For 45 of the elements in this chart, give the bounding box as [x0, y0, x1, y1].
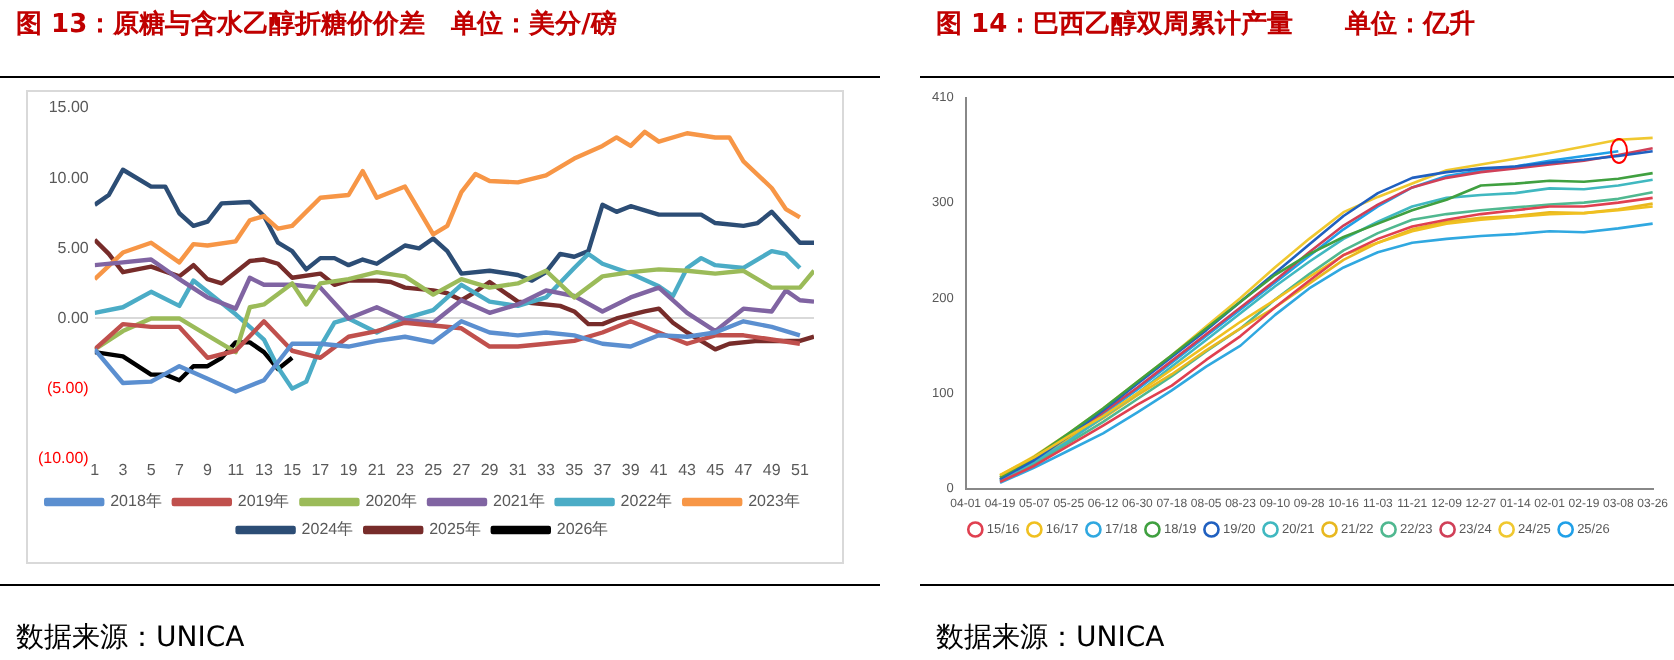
x-tick-label: 1 [90, 460, 101, 479]
chart-title: 图 13：原糖与含水乙醇折糖价价差 单位：美分/磅 [16, 7, 617, 42]
x-tick-label: 15 [283, 460, 303, 479]
y-tick-label: 15.00 [48, 98, 90, 117]
y-tick-label: (10.00) [37, 449, 90, 468]
y-tick-label: 10.00 [48, 168, 90, 187]
source-note: 数据来源：UNICA [936, 620, 1165, 656]
source-note: 数据来源：UNICA [16, 620, 245, 656]
x-tick-label: 25 [424, 460, 444, 479]
x-tick-label: 49 [762, 460, 782, 479]
x-tick-label: 51 [790, 460, 810, 479]
legend-label: 2026年 [556, 520, 609, 539]
chart-title: 图 14：巴西乙醇双周累计产量 单位：亿升 [936, 7, 1476, 42]
x-tick-label: 11 [227, 460, 246, 479]
x-tick-label: 41 [649, 460, 669, 479]
x-tick-label: 9 [203, 460, 214, 479]
x-tick-label: 45 [706, 460, 726, 479]
x-tick-label: 31 [508, 460, 528, 479]
y-tick-label: 5.00 [57, 238, 90, 257]
x-tick-label: 3 [118, 460, 129, 479]
x-tick-label: 17 [311, 460, 331, 479]
x-tick-label: 21 [367, 460, 387, 479]
x-tick-label: 43 [678, 460, 698, 479]
legend-label: 2021年 [493, 492, 545, 511]
x-tick-label: 7 [174, 460, 185, 479]
x-tick-label: 5 [146, 460, 157, 479]
x-tick-label: 23 [396, 460, 415, 479]
y-tick-label: (5.00) [46, 379, 90, 398]
x-tick-label: 33 [537, 460, 557, 479]
x-tick-label: 29 [480, 460, 500, 479]
legend-label: 2019年 [237, 492, 290, 511]
legend-label: 2022年 [620, 492, 673, 511]
x-tick-label: 19 [339, 460, 359, 479]
legend-label: 2020年 [365, 492, 417, 511]
legend-label: 2024年 [301, 520, 354, 539]
x-tick-label: 39 [621, 460, 641, 479]
x-tick-label: 47 [734, 460, 754, 479]
legend-label: 2025年 [429, 520, 481, 539]
legend-label: 2018年 [110, 492, 162, 511]
x-tick-label: 13 [255, 460, 274, 479]
legend-label: 2023年 [748, 492, 800, 511]
x-tick-label: 35 [565, 460, 585, 479]
y-tick-label: 0.00 [57, 308, 90, 327]
x-tick-label: 37 [593, 460, 613, 479]
x-tick-label: 27 [452, 460, 472, 479]
